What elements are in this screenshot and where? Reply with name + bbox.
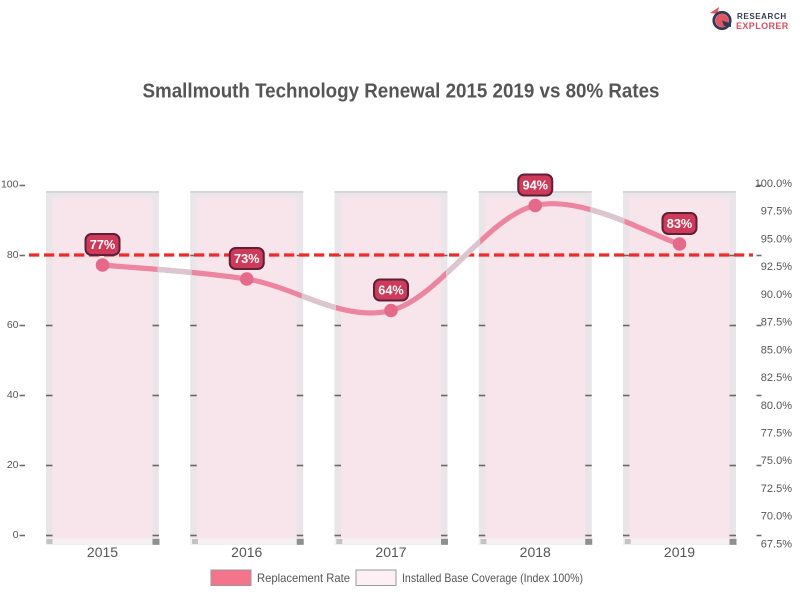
svg-text:73%: 73% [234,251,260,266]
svg-text:80.0%: 80.0% [761,400,792,412]
svg-text:2017: 2017 [375,544,406,560]
svg-text:100.0%: 100.0% [755,178,793,190]
svg-text:70.0%: 70.0% [761,511,792,523]
svg-text:92.5%: 92.5% [761,261,792,273]
svg-text:77.5%: 77.5% [761,428,792,440]
svg-text:0: 0 [13,529,19,541]
svg-text:72.5%: 72.5% [761,483,792,495]
svg-text:100: 100 [1,179,19,191]
svg-text:EXPLORER: EXPLORER [736,21,789,31]
svg-text:95.0%: 95.0% [761,233,792,245]
svg-text:60: 60 [7,319,19,331]
svg-text:Smallmouth Technology Renewal: Smallmouth Technology Renewal 2015 2019 … [143,81,660,103]
svg-text:64%: 64% [378,283,404,298]
svg-text:85.0%: 85.0% [761,344,792,356]
svg-text:97.5%: 97.5% [761,206,792,218]
svg-text:80: 80 [7,249,19,261]
svg-text:83%: 83% [667,216,693,231]
svg-text:Replacement Rate: Replacement Rate [257,571,350,585]
svg-text:2018: 2018 [520,544,551,560]
svg-text:20: 20 [7,459,19,471]
svg-text:RESEARCH: RESEARCH [737,12,787,21]
svg-text:90.0%: 90.0% [761,289,792,301]
svg-text:2015: 2015 [87,544,118,560]
svg-text:Installed Base Coverage (Index: Installed Base Coverage (Index 100%) [402,571,583,585]
svg-text:82.5%: 82.5% [761,372,792,384]
svg-text:77%: 77% [90,237,116,252]
svg-text:75.0%: 75.0% [761,455,792,467]
svg-text:2019: 2019 [664,544,695,560]
svg-text:2016: 2016 [231,544,262,560]
svg-text:94%: 94% [522,178,548,193]
svg-text:40: 40 [7,389,19,401]
svg-text:87.5%: 87.5% [761,317,792,329]
svg-text:67.5%: 67.5% [761,538,792,550]
